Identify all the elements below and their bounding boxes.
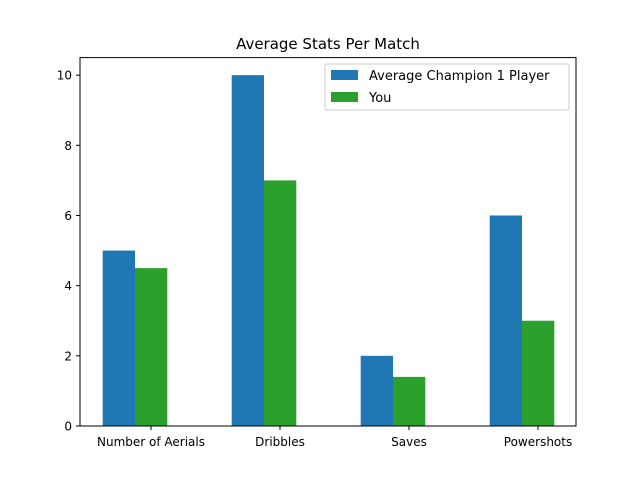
x-tick-label-1: Dribbles [255, 435, 305, 449]
chart-title: Average Stats Per Match [236, 35, 420, 53]
bar-champion-3 [489, 215, 522, 426]
legend-swatch-champion [331, 70, 358, 80]
legend-label-you: You [368, 91, 391, 106]
x-tick-label-2: Saves [391, 435, 427, 449]
bar-champion-2 [360, 355, 393, 426]
legend: Average Champion 1 Player You [324, 63, 570, 111]
y-tick-label-2: 4 [64, 279, 72, 293]
legend-label-champion: Average Champion 1 Player [369, 69, 550, 84]
bar-you-2 [393, 376, 426, 426]
y-tick-label-5: 10 [57, 69, 72, 83]
bar-champion-0 [102, 250, 135, 426]
bar-champion-1 [231, 75, 264, 427]
x-tick-label-0: Number of Aerials [97, 435, 205, 449]
bar-you-1 [264, 180, 297, 426]
x-axis: Number of Aerials Dribbles Saves Powershots [97, 426, 572, 449]
bars-group [102, 75, 555, 427]
y-tick-label-1: 2 [64, 349, 72, 363]
x-tick-label-3: Powershots [504, 435, 572, 449]
y-tick-label-4: 8 [64, 139, 72, 153]
y-tick-label-3: 6 [64, 209, 72, 223]
legend-box [324, 63, 570, 111]
bar-you-3 [522, 320, 555, 426]
bar-you-0 [135, 268, 168, 426]
plot-frame [79, 57, 577, 427]
legend-swatch-you [331, 92, 358, 102]
y-axis: 0 2 4 6 8 10 [57, 69, 80, 434]
y-tick-label-0: 0 [64, 420, 72, 434]
